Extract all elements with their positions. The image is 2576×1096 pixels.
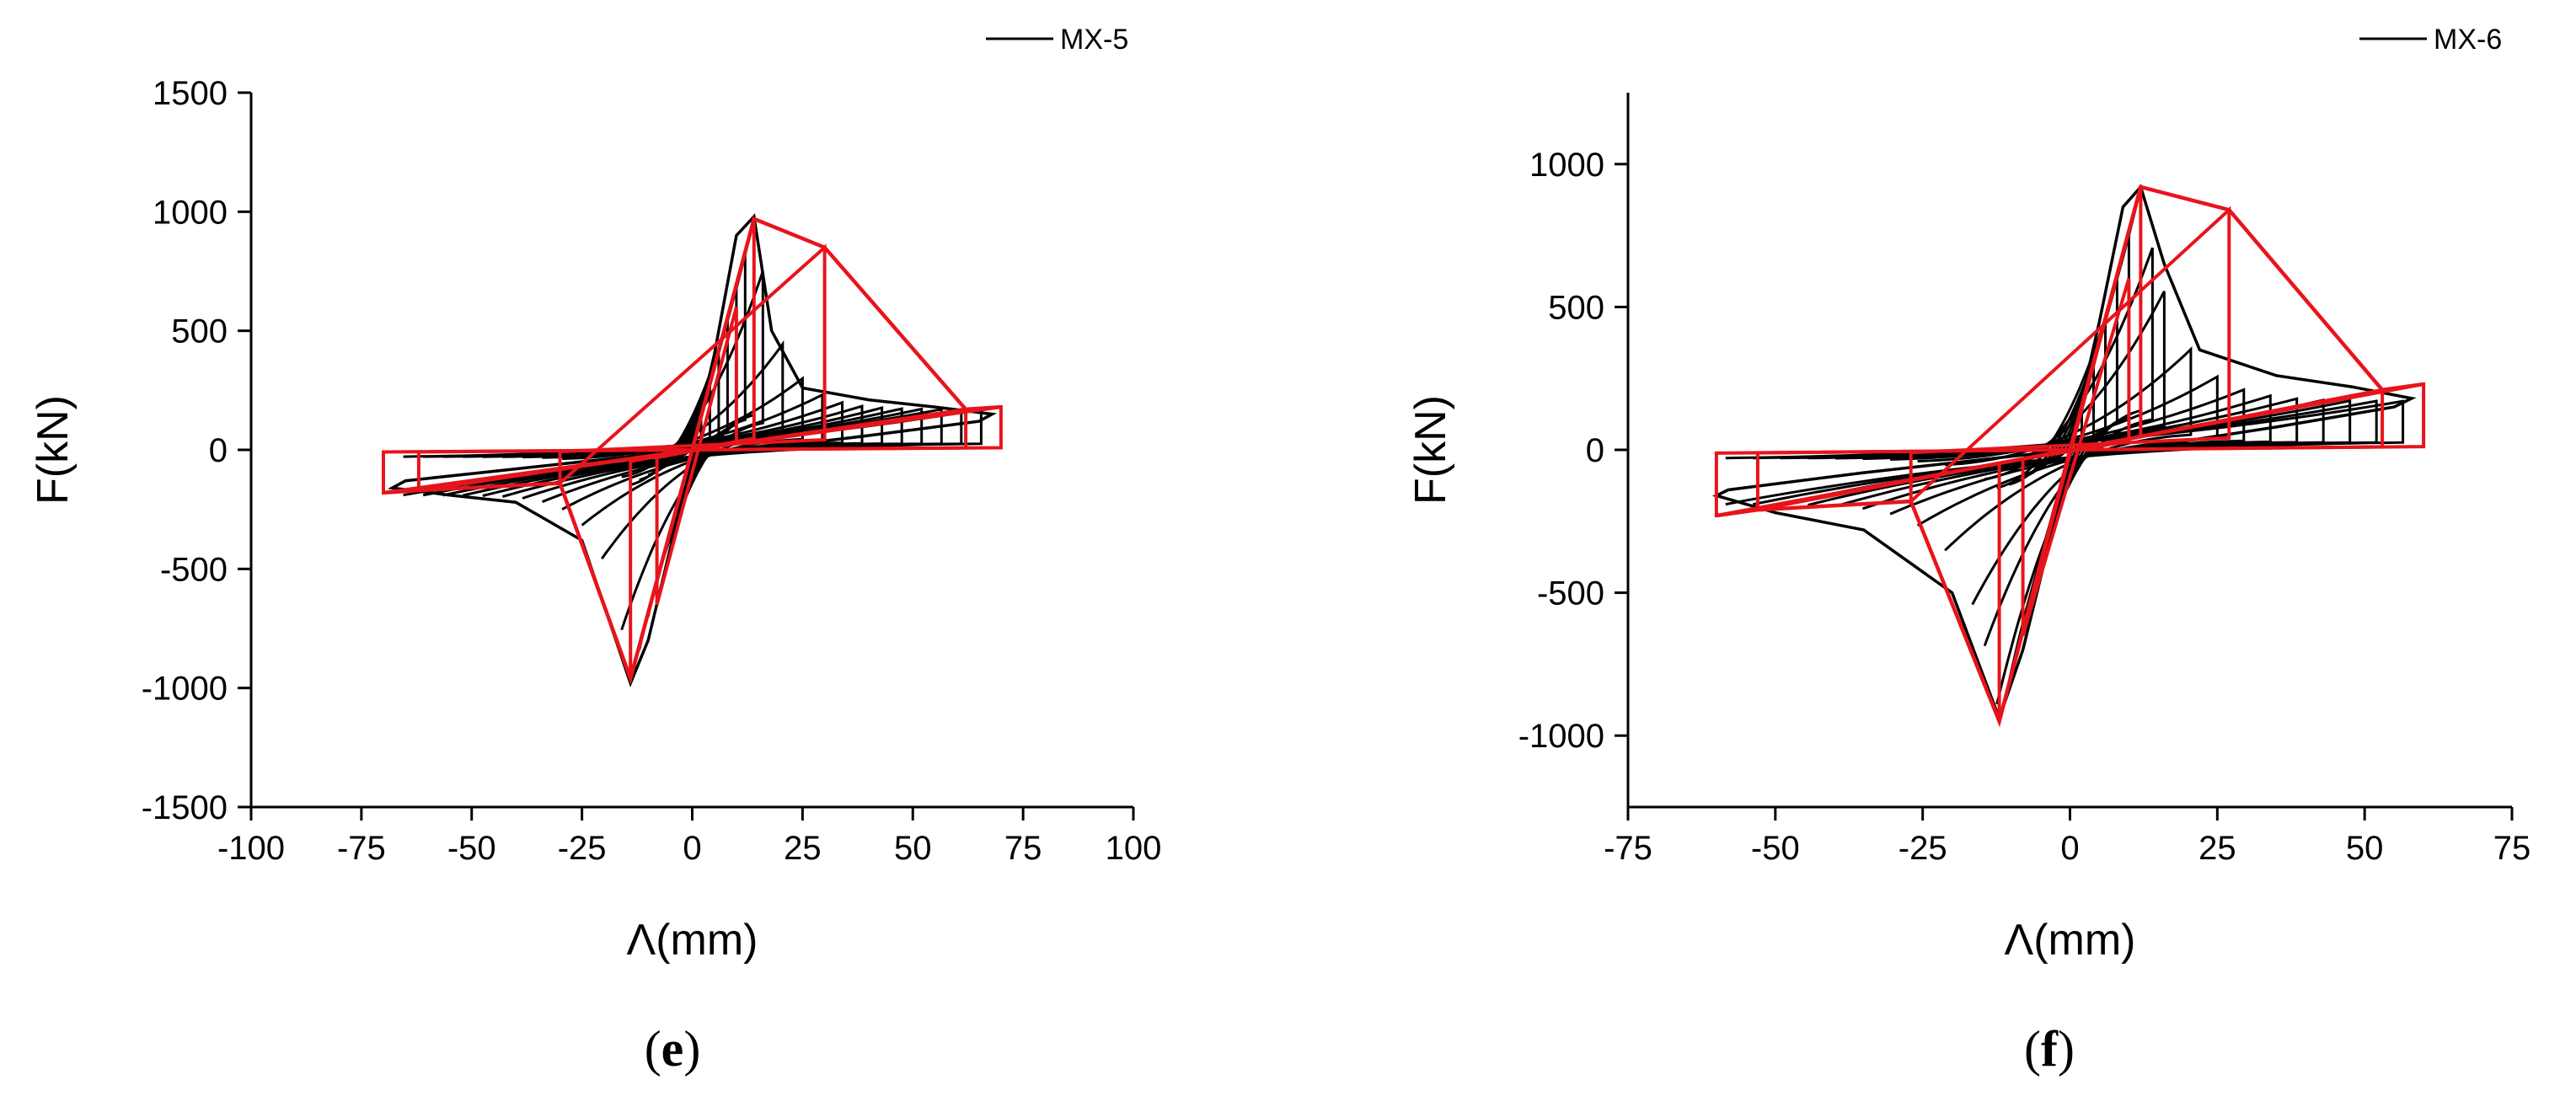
y-axis-title: F(kN) bbox=[29, 395, 78, 505]
skeleton-loop bbox=[558, 243, 827, 488]
y-tick-label: 1000 bbox=[153, 194, 228, 231]
x-tick-label: 50 bbox=[894, 830, 932, 867]
y-tick-label: 0 bbox=[1586, 432, 1604, 469]
x-tick-label: 25 bbox=[2198, 830, 2236, 867]
skeleton-loop bbox=[1714, 382, 2426, 518]
panel-e-chart: -100 -75 -50 -25 0 25 50 75 100 -1500 -1000 -500 0 50… bbox=[29, 24, 1161, 1077]
x-tick-label: -25 bbox=[558, 830, 607, 867]
y-tick-label: 500 bbox=[171, 313, 228, 350]
plot-area bbox=[1712, 184, 2426, 728]
x-tick-label: -25 bbox=[1899, 830, 1947, 867]
y-axis-title: F(kN) bbox=[1406, 395, 1455, 505]
x-tick-label: 25 bbox=[784, 830, 822, 867]
x-axis-title: Λ(mm) bbox=[2005, 916, 2136, 965]
skeleton-loop bbox=[382, 404, 1003, 495]
y-tick-label: 0 bbox=[209, 432, 228, 469]
x-tick-label: 0 bbox=[2060, 830, 2079, 867]
panel-caption: (f) bbox=[2024, 1021, 2075, 1077]
x-tick-label: -100 bbox=[217, 830, 285, 867]
panel-caption: (e) bbox=[645, 1021, 701, 1077]
skeleton-curve bbox=[383, 216, 1002, 685]
y-tick-label: -1500 bbox=[142, 789, 228, 826]
y-tick-label: 500 bbox=[1548, 289, 1604, 326]
skeleton-loop bbox=[1909, 206, 2231, 505]
series-mx-line bbox=[1712, 184, 2417, 723]
x-tick-label: -50 bbox=[1751, 830, 1800, 867]
x-tick-label: 75 bbox=[1004, 830, 1042, 867]
y-tick-label: -500 bbox=[1537, 575, 1604, 612]
x-axis-title: Λ(mm) bbox=[627, 916, 758, 965]
y-tick-label: -1000 bbox=[1518, 718, 1604, 755]
y-tick-label: 1500 bbox=[153, 75, 228, 112]
x-tick-label: -75 bbox=[1604, 830, 1652, 867]
x-tick-label: 0 bbox=[683, 830, 701, 867]
x-tick-label: 50 bbox=[2346, 830, 2384, 867]
plot-area bbox=[382, 213, 1003, 687]
legend-label: MX-5 bbox=[1060, 24, 1128, 56]
y-tick-label: 1000 bbox=[1529, 147, 1604, 184]
y-tick-label: -1000 bbox=[142, 671, 228, 708]
x-tick-label: -50 bbox=[447, 830, 496, 867]
x-tick-label: 100 bbox=[1106, 830, 1162, 867]
panel-f-chart: -75 -50 -25 0 25 50 75 -1000 -500 0 500 1000 Λ(mm) F(… bbox=[1406, 24, 2530, 1077]
skeleton-loop bbox=[655, 306, 738, 606]
x-tick-label: -75 bbox=[337, 830, 386, 867]
legend-label: MX-6 bbox=[2434, 24, 2502, 56]
skeleton-curve bbox=[1716, 184, 2424, 728]
x-tick-label: 75 bbox=[2493, 830, 2531, 867]
y-tick-label: -500 bbox=[160, 551, 228, 588]
